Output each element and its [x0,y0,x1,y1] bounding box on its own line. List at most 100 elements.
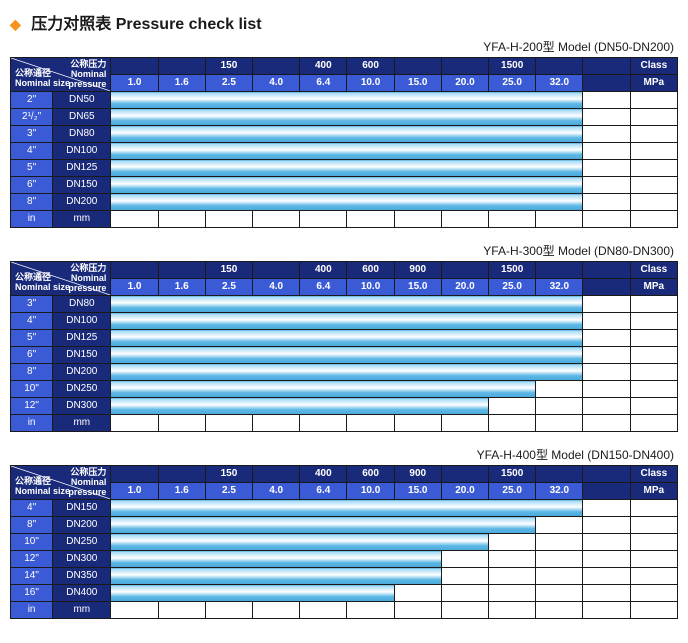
mpa-header: 6.4 [300,279,347,296]
bar-segment [489,500,536,517]
bar-segment [394,568,441,585]
row-mm: DN80 [53,126,111,143]
bar-segment [347,177,394,194]
mpa-header: 6.4 [300,75,347,92]
row-mm: DN250 [53,381,111,398]
mpa-header: 1.0 [111,279,158,296]
empty-cell [583,109,630,126]
class-header [158,58,205,75]
bar-segment [441,381,488,398]
class-header [158,262,205,279]
bar-segment [300,364,347,381]
table-row: 8"DN200 [11,517,678,534]
row-mm: DN50 [53,92,111,109]
table-subtitle: YFA-H-400型 Model (DN150-DN400) [10,446,674,463]
mpa-header: MPa [630,75,677,92]
class-header: 600 [347,262,394,279]
row-mm: DN300 [53,551,111,568]
empty-cell [583,160,630,177]
row-inch: 2¹/₂" [11,109,53,126]
bar-segment [347,568,394,585]
bar-segment [347,194,394,211]
bar-segment [347,296,394,313]
class-header [111,58,158,75]
empty-cell [253,415,300,432]
empty-cell [583,517,630,534]
page-title: ◆ 压力对照表 Pressure check list [10,10,678,34]
bar-segment [300,143,347,160]
bar-segment [111,296,158,313]
bar-segment [253,568,300,585]
bar-segment [489,143,536,160]
bar-segment [394,160,441,177]
bar-segment [205,313,252,330]
bar-segment [253,534,300,551]
empty-cell [536,585,583,602]
bar-segment [158,143,205,160]
class-header: 900 [394,262,441,279]
class-header: 400 [300,466,347,483]
empty-cell [630,381,677,398]
bar-segment [253,109,300,126]
bar-segment [489,92,536,109]
mpa-header: 15.0 [394,279,441,296]
class-header: 150 [205,58,252,75]
empty-cell [536,602,583,619]
footer-row: inmm [11,602,678,619]
bar-segment [111,585,158,602]
class-header: 600 [347,58,394,75]
bar-segment [205,381,252,398]
row-mm: DN100 [53,313,111,330]
empty-cell [536,534,583,551]
bar-segment [394,347,441,364]
empty-cell [158,602,205,619]
table-row: 10"DN250 [11,534,678,551]
empty-cell [630,126,677,143]
bar-segment [205,92,252,109]
empty-cell [489,551,536,568]
empty-cell [583,194,630,211]
bar-segment [158,381,205,398]
mpa-header: 1.0 [111,483,158,500]
corner-header: 公称压力Nominalpressure 公称通径Nominal size [11,262,111,296]
class-header [441,58,488,75]
class-header: 400 [300,262,347,279]
row-inch: 12" [11,398,53,415]
class-header: 1500 [489,58,536,75]
empty-cell [536,568,583,585]
bar-segment [300,126,347,143]
row-inch: 5" [11,160,53,177]
bar-segment [205,568,252,585]
table-row: 4"DN100 [11,143,678,160]
empty-cell [347,211,394,228]
bar-segment [300,313,347,330]
bar-segment [347,534,394,551]
bar-segment [441,296,488,313]
empty-cell [489,585,536,602]
empty-cell [630,330,677,347]
bar-segment [441,194,488,211]
bar-segment [253,517,300,534]
bar-segment [253,398,300,415]
bar-segment [253,92,300,109]
bar-segment [111,568,158,585]
bar-segment [441,534,488,551]
bar-segment [441,177,488,194]
bar-segment [489,381,536,398]
row-inch: 16" [11,585,53,602]
bar-segment [253,551,300,568]
bar-segment [111,381,158,398]
bar-segment [205,194,252,211]
empty-cell [583,126,630,143]
row-inch: 4" [11,313,53,330]
empty-cell [583,330,630,347]
bar-segment [253,347,300,364]
empty-cell [583,347,630,364]
bar-segment [158,585,205,602]
row-mm: DN150 [53,347,111,364]
bar-segment [158,92,205,109]
empty-cell [583,313,630,330]
bar-segment [536,109,583,126]
empty-cell [630,415,677,432]
empty-cell [583,296,630,313]
